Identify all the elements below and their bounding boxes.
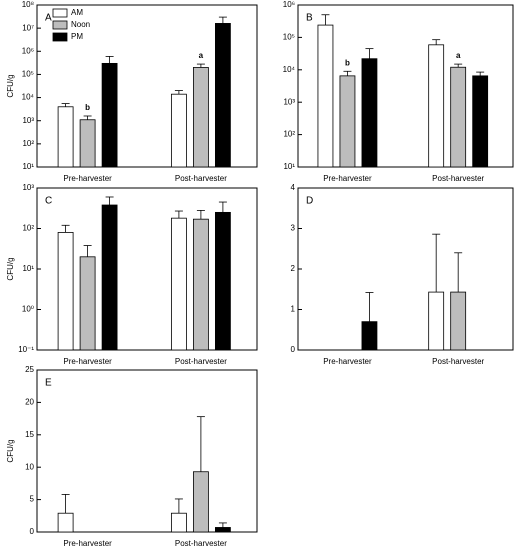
significance-letter: a [199, 51, 204, 60]
y-tick-label: 10¹ [22, 264, 34, 273]
y-tick-label: 10⁶ [22, 46, 34, 55]
y-tick-label: 15 [25, 430, 34, 439]
panel-label: A [45, 13, 52, 24]
x-tick-label: Post-harvester [432, 174, 484, 183]
y-tick-label: 1 [291, 305, 296, 314]
bar [339, 75, 356, 168]
bar [101, 62, 118, 168]
y-tick-label: 10² [22, 224, 34, 233]
x-tick-label: Pre-harvester [63, 174, 112, 183]
significance-letter: b [345, 58, 350, 67]
y-axis-label: CFU/g [6, 257, 15, 280]
x-tick-label: Post-harvester [175, 357, 227, 366]
panel-label: E [45, 378, 52, 389]
bar [428, 44, 445, 168]
bar [214, 527, 231, 533]
bar [57, 512, 74, 533]
legend-swatch [52, 32, 68, 42]
bar [57, 106, 74, 168]
panel-label: C [45, 196, 52, 207]
bar [472, 75, 489, 168]
bar [192, 218, 209, 351]
y-tick-label: 0 [291, 345, 296, 354]
bar [57, 232, 74, 351]
bar [361, 321, 378, 351]
x-tick-label: Pre-harvester [63, 357, 112, 366]
bar [450, 291, 467, 351]
legend-swatch [52, 8, 68, 18]
y-tick-label: 10⁰ [22, 305, 34, 314]
x-tick-label: Post-harvester [432, 357, 484, 366]
legend-swatch [52, 20, 68, 30]
bar [428, 291, 445, 351]
y-tick-label: 10⁷ [22, 23, 34, 32]
y-tick-label: 10³ [22, 183, 34, 192]
legend-label: AM [71, 8, 83, 17]
y-tick-label: 10³ [22, 116, 34, 125]
y-tick-label: 10⁴ [283, 65, 296, 74]
bar [361, 58, 378, 168]
bar [192, 471, 209, 533]
y-tick-label: 3 [291, 224, 296, 233]
x-tick-label: Post-harvester [175, 174, 227, 183]
y-tick-label: 5 [30, 495, 35, 504]
y-tick-label: 10⁵ [283, 33, 295, 42]
y-tick-label: 10⁵ [22, 70, 34, 79]
panel-label: D [306, 196, 313, 207]
bar [214, 211, 231, 351]
bar [170, 217, 187, 351]
panel-label: B [306, 13, 313, 24]
y-axis-label: CFU/g [6, 439, 15, 462]
bar [170, 93, 187, 168]
y-tick-label: 2 [291, 264, 296, 273]
y-tick-label: 20 [25, 398, 34, 407]
bar [214, 23, 231, 168]
x-tick-label: Pre-harvester [63, 539, 112, 548]
bar [170, 512, 187, 533]
y-tick-label: 10² [22, 139, 34, 148]
y-tick-label: 10 [25, 462, 34, 471]
x-tick-label: Pre-harvester [323, 357, 372, 366]
y-tick-label: 10¹ [283, 162, 295, 171]
y-tick-label: 10⁶ [283, 0, 295, 9]
y-tick-label: 25 [25, 365, 34, 374]
bar [450, 66, 467, 168]
legend-label: PM [71, 32, 83, 41]
y-tick-label: 10⁴ [22, 93, 35, 102]
y-tick-label: 0 [30, 527, 35, 536]
bar [192, 67, 209, 168]
legend-label: Noon [71, 20, 90, 29]
bar [101, 204, 118, 351]
y-tick-label: 10⁸ [22, 0, 34, 9]
significance-letter: a [456, 51, 461, 60]
plot-frame [36, 369, 258, 533]
y-axis-label: CFU/g [6, 74, 15, 97]
bar [79, 256, 96, 351]
y-tick-label: 10³ [283, 97, 295, 106]
bar [79, 119, 96, 168]
x-tick-label: Pre-harvester [323, 174, 372, 183]
significance-letter: b [85, 103, 90, 112]
bar [317, 24, 334, 168]
y-tick-label: 10¹ [22, 162, 34, 171]
y-tick-label: 10⁻¹ [18, 345, 34, 354]
y-tick-label: 10² [283, 130, 295, 139]
x-tick-label: Post-harvester [175, 539, 227, 548]
plot-frame [297, 187, 514, 351]
plot-frame [36, 4, 258, 168]
plot-frame [297, 4, 514, 168]
y-tick-label: 4 [291, 183, 296, 192]
